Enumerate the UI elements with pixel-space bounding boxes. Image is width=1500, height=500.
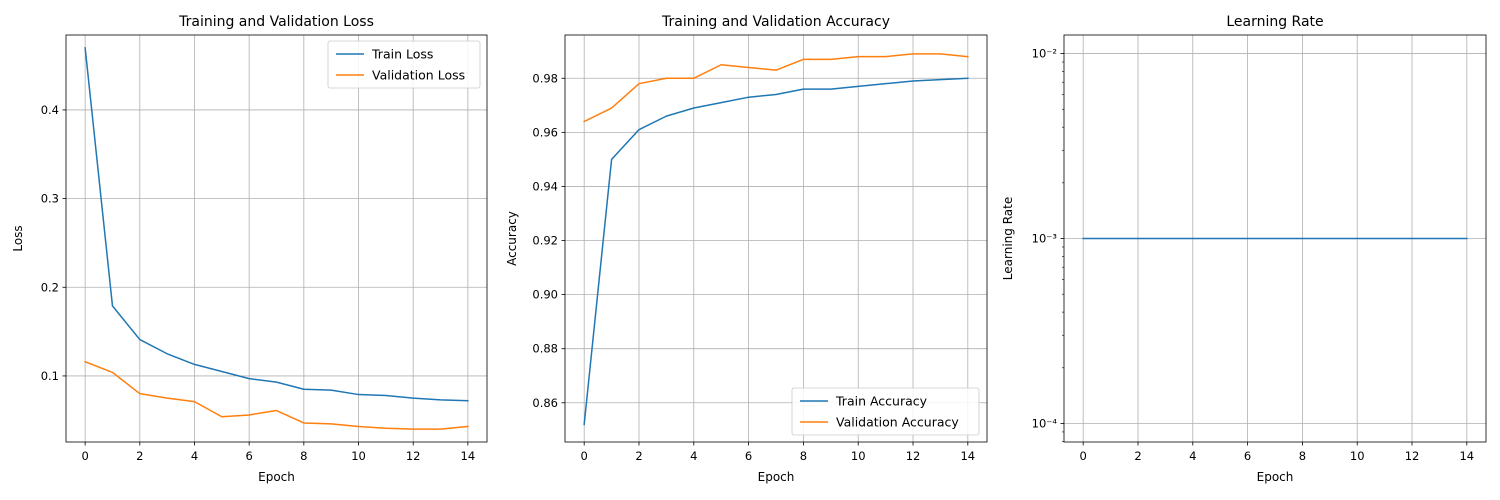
- chart-title: Training and Validation Loss: [178, 14, 374, 30]
- x-tick-label: 10: [351, 449, 366, 463]
- x-tick-label: 0: [1080, 449, 1087, 463]
- series-line-train-accuracy: [583, 77, 969, 426]
- x-axis-label: Epoch: [758, 470, 795, 484]
- x-tick-label: 12: [1405, 449, 1420, 463]
- x-tick-label: 4: [1189, 449, 1196, 463]
- series-line-validation-accuracy: [583, 53, 969, 123]
- x-tick-label: 2: [635, 449, 642, 463]
- chart-title: Training and Validation Accuracy: [661, 14, 890, 30]
- x-tick-label: 8: [300, 449, 307, 463]
- x-tick-label: 8: [1299, 449, 1306, 463]
- x-tick-label: 14: [1459, 449, 1474, 463]
- y-axis-label: Loss: [11, 225, 25, 251]
- x-ticks: 0 2 4 6 8 10 12 14: [1080, 442, 1474, 463]
- plot-area: [66, 35, 487, 442]
- y-ticks: 0.86 0.88 0.90 0.92 0.94 0.96 0.98: [532, 71, 565, 410]
- x-tick-label: 4: [690, 449, 697, 463]
- x-tick-label: 10: [851, 449, 866, 463]
- x-ticks: 0 2 4 6 8 10 12 14: [581, 442, 975, 463]
- y-tick-label: 0.88: [532, 342, 558, 356]
- legend: Train Accuracy Validation Accuracy: [791, 387, 980, 436]
- legend: Train Loss Validation Loss: [327, 40, 481, 89]
- chart-title: Learning Rate: [1226, 14, 1323, 30]
- y-axis-label: Accuracy: [505, 211, 519, 266]
- legend-label-train-loss: Train Loss: [371, 47, 433, 62]
- x-tick-label: 12: [906, 449, 921, 463]
- x-tick-label: 6: [245, 449, 252, 463]
- y-ticks: 10⁻⁴ 10⁻³ 10⁻²: [1032, 47, 1064, 442]
- x-tick-label: 4: [191, 449, 198, 463]
- x-tick-label: 6: [1244, 449, 1251, 463]
- series-line-train-loss: [84, 47, 469, 402]
- y-tick-label: 0.96: [532, 125, 558, 139]
- x-tick-label: 0: [81, 449, 88, 463]
- x-tick-label: 2: [1134, 449, 1141, 463]
- y-tick-label: 0.86: [532, 396, 558, 410]
- x-tick-label: 12: [406, 449, 421, 463]
- x-tick-label: 0: [581, 449, 588, 463]
- y-axis-label: Learning Rate: [1001, 197, 1015, 280]
- x-axis-label: Epoch: [258, 470, 295, 484]
- plot-area: [565, 35, 987, 442]
- x-tick-label: 14: [960, 449, 975, 463]
- y-tick-label: 0.94: [532, 179, 558, 193]
- y-tick-label: 10⁻²: [1032, 47, 1057, 61]
- panel-learning-rate: 0 2 4 6 8 10 12 14 10⁻⁴ 10⁻³ 10⁻² Learning Rate E…: [1001, 14, 1487, 484]
- y-tick-label: 0.90: [532, 288, 558, 302]
- y-tick-label: 0.1: [41, 369, 59, 383]
- panel-accuracy: 0 2 4 6 8 10 12 14 0.86 0.88 0.90 0.92 0.94 0.96 0.98…: [505, 14, 988, 484]
- legend-label-train-accuracy: Train Accuracy: [835, 394, 928, 409]
- series-line-validation-loss: [84, 360, 469, 430]
- y-tick-label: 0.2: [41, 280, 59, 294]
- axes-frame: [564, 34, 988, 443]
- y-tick-label: 0.4: [41, 103, 59, 117]
- y-ticks: 0.1 0.2 0.3 0.4: [41, 103, 66, 383]
- axes-frame: [65, 34, 488, 443]
- y-tick-label: 10⁻⁴: [1032, 416, 1058, 430]
- grid-lines: [66, 35, 487, 442]
- y-tick-label: 0.98: [532, 71, 558, 85]
- x-tick-label: 8: [800, 449, 807, 463]
- y-tick-label: 0.92: [532, 234, 558, 248]
- series-lines: [84, 47, 469, 430]
- x-tick-label: 10: [1350, 449, 1365, 463]
- panel-loss: 0 2 4 6 8 10 12 14 0.1 0.2 0.3 0.4 Training and Va…: [11, 14, 488, 484]
- series-lines: [583, 53, 969, 426]
- legend-box: [791, 387, 980, 436]
- legend-box: [327, 40, 481, 89]
- x-tick-label: 2: [136, 449, 143, 463]
- x-tick-label: 6: [745, 449, 752, 463]
- legend-label-validation-accuracy: Validation Accuracy: [836, 415, 959, 430]
- x-axis-label: Epoch: [1257, 470, 1294, 484]
- x-ticks: 0 2 4 6 8 10 12 14: [81, 442, 475, 463]
- legend-label-validation-loss: Validation Loss: [372, 68, 465, 83]
- y-tick-label: 0.3: [41, 192, 59, 206]
- x-tick-label: 14: [461, 449, 476, 463]
- y-tick-label: 10⁻³: [1032, 232, 1058, 246]
